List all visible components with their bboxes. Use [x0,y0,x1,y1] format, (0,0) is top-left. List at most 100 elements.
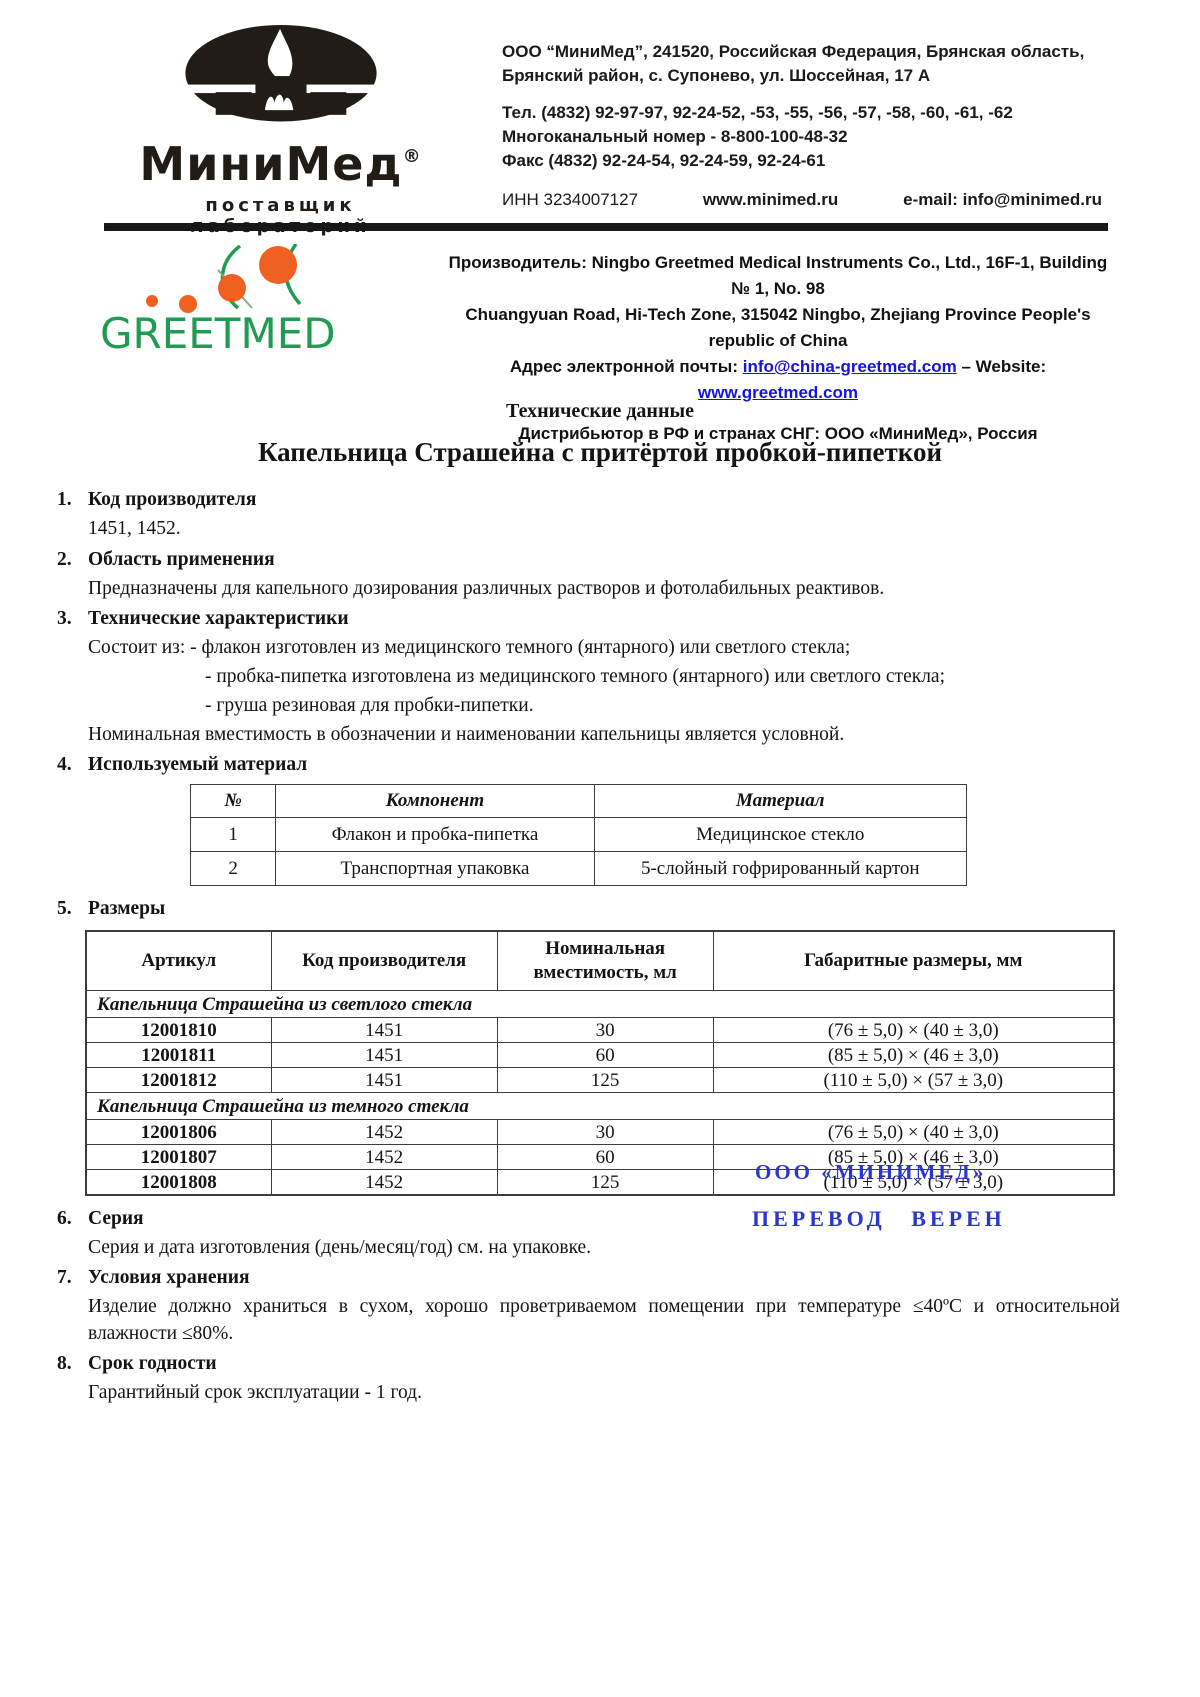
table-row: 12001810 1451 30 (76 ± 5,0) × (40 ± 3,0) [85,1017,1115,1043]
table-row: 1 Флакон и пробка-пипетка Медицинское ст… [189,817,968,852]
header-divider [104,223,1108,231]
group-row-light-glass: Капельница Страшейна из светлого стекла [85,990,1115,1018]
section-title: Технические характеристики [88,608,349,629]
cell: 12001808 [85,1169,272,1196]
fax-line: Факс (4832) 92-24-54, 92-24-59, 92-24-61 [502,151,826,170]
manufacturer-email-link[interactable]: info@china-greetmed.com [742,357,957,376]
cell: 1452 [270,1169,498,1196]
section-title: Размеры [88,898,166,919]
table-row: 12001812 1451 125 (110 ± 5,0) × (57 ± 3,… [85,1067,1115,1093]
section-8-heading: 8. Срок годности [0,1351,1200,1377]
manufacturer-website-link[interactable]: www.greetmed.com [698,383,858,402]
table-row: 12001811 1451 60 (85 ± 5,0) × (46 ± 3,0) [85,1042,1115,1068]
cell: (110 ± 5,0) × (57 ± 3,0) [712,1169,1115,1196]
company-contact-block: ООО “МиниМед”, 241520, Российская Федера… [502,40,1114,212]
table-row: 2 Транспортная упаковка 5-слойный гофрир… [189,851,968,886]
cell: 30 [496,1119,714,1145]
section-title: Код производителя [88,489,257,510]
cell: 12001810 [85,1017,272,1043]
cell: 30 [496,1017,714,1043]
manufacturer-line: Chuangyuan Road, Hi-Tech Zone, 315042 Ni… [465,305,1091,350]
cell: 60 [496,1042,714,1068]
address-line: ООО “МиниМед”, 241520, Российская Федера… [502,42,1085,61]
section-2-heading: 2. Область применения [0,547,1200,573]
section-number: 1. [57,489,72,510]
cell: 1452 [270,1144,498,1170]
cell: (110 ± 5,0) × (57 ± 3,0) [712,1067,1115,1093]
cell: 125 [496,1067,714,1093]
inn-value: ИНН 3234007127 [502,190,639,209]
greetmed-logo: GREETMED [100,309,336,358]
website-link[interactable]: www.minimed.ru [702,190,839,209]
section-3-line: - пробка-пипетка изготовлена из медицинс… [205,666,946,687]
section-2-body: Предназначены для капельного дозирования… [88,578,885,599]
section-3-line: Состоит из: - флакон изготовлен из медиц… [88,637,851,658]
table-header-row: № Компонент Материал [189,784,968,818]
cell: 1451 [270,1017,498,1043]
section-title: Область применения [88,549,275,570]
phone-line: Тел. (4832) 92-97-97, 92-24-52, -53, -55… [502,103,1013,122]
page-title: Капельница Страшейна с притёртой пробкой… [257,437,943,467]
section-number: 2. [57,549,72,570]
cell: 125 [496,1169,714,1196]
cell: (76 ± 5,0) × (40 ± 3,0) [712,1119,1115,1145]
section-number: 4. [57,754,72,775]
col-header-component: Компонент [275,784,595,818]
section-number: 7. [57,1267,72,1288]
section-3-note: Номинальная вместимость в обозначении и … [88,724,845,745]
section-title: Условия хранения [88,1267,250,1288]
cell: Транспортная упаковка [275,851,595,886]
table-row: 12001808 1452 125 (110 ± 5,0) × (57 ± 3,… [85,1169,1115,1196]
doc-subtitle: Технические данные [506,400,694,422]
cell: 12001811 [85,1042,272,1068]
cell: 5-слойный гофрированный картон [593,851,968,886]
section-6-body: Серия и дата изготовления (день/месяц/го… [88,1237,592,1258]
sizes-table: Артикул Код производителя Номинальная вм… [85,930,1115,1196]
cell: 12001812 [85,1067,272,1093]
brand-name: МиниМед® [139,137,422,191]
cell: 12001807 [85,1144,272,1170]
cell: 1451 [270,1042,498,1068]
registered-mark: ® [402,146,422,167]
col-header-mfr-code: Код производителя [270,930,498,991]
section-title: Серия [88,1208,144,1229]
col-header-dimensions: Габаритные размеры, мм [712,930,1115,991]
manufacturer-line: Производитель: Ningbo Greetmed Medical I… [448,253,1108,298]
cell: 60 [496,1144,714,1170]
section-1-body: 1451, 1452. [88,518,181,539]
cell: Флакон и пробка-пипетка [275,817,595,852]
stamp-translation-correct: ПЕРЕВОД ВЕРЕН [752,1206,1006,1231]
distributor-line: Дистрибьютор в РФ и странах СНГ: ООО «Ми… [518,424,1038,443]
group-row-dark-glass: Капельница Страшейна из темного стекла [85,1092,1115,1120]
section-4-heading: 4. Используемый материал [0,752,1200,778]
table-row: 12001806 1452 30 (76 ± 5,0) × (40 ± 3,0) [85,1119,1115,1145]
group-label: Капельница Страшейна из темного стекла [85,1092,1115,1120]
section-number: 6. [57,1208,72,1229]
col-header-material: Материал [593,784,968,818]
cell: 1 [189,817,277,852]
cell: 1451 [270,1067,498,1093]
cell: Медицинское стекло [593,817,968,852]
cell: (85 ± 5,0) × (46 ± 3,0) [712,1042,1115,1068]
cell: (76 ± 5,0) × (40 ± 3,0) [712,1017,1115,1043]
cell: (85 ± 5,0) × (46 ± 3,0) [712,1144,1115,1170]
email-link[interactable]: e-mail: info@minimed.ru [903,190,1102,209]
cell: 2 [189,851,277,886]
cell: 1452 [270,1119,498,1145]
stamp-company-name: ООО «МИНИМЕД» [755,1160,987,1184]
section-5-heading: 5. Размеры [0,896,1200,922]
section-number: 5. [57,898,72,919]
multichannel-line: Многоканальный номер - 8-800-100-48-32 [502,127,848,146]
col-header-capacity: Номинальная вместимость, мл [496,930,714,991]
section-number: 8. [57,1353,72,1374]
document-body: Технические данные Капельница Страшейна … [0,392,1200,1406]
manufacturer-block: Производитель: Ningbo Greetmed Medical I… [440,250,1116,447]
col-header-article: Артикул [85,930,272,991]
section-7-heading: 7. Условия хранения [0,1265,1200,1291]
section-title: Используемый материал [88,754,308,775]
section-6-heading: 6. Серия [0,1206,1200,1232]
section-7-body: Изделие должно храниться в сухом, хорошо… [88,1296,1120,1344]
address-line: Брянский район, с. Супонево, ул. Шоссейн… [502,66,931,85]
section-title: Срок годности [88,1353,217,1374]
